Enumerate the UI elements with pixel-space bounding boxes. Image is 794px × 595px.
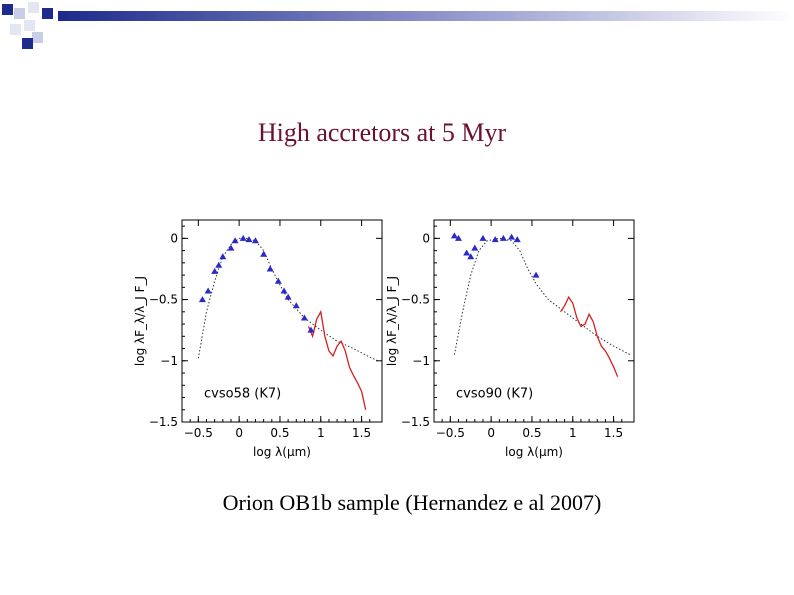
- photometry-point: [227, 244, 235, 251]
- photometry-point: [467, 253, 475, 260]
- photometry-point: [513, 236, 521, 243]
- photometry-point: [307, 326, 315, 333]
- deco-square: [14, 8, 25, 19]
- model-photosphere-line: [197, 237, 379, 362]
- photometry-point: [245, 236, 253, 243]
- y-tick-label: 0: [170, 231, 178, 245]
- x-tick-label: 0.5: [270, 426, 289, 440]
- x-tick-label: 0.5: [522, 426, 541, 440]
- y-tick-label: −1.5: [401, 415, 430, 429]
- y-tick-label: −1: [412, 354, 430, 368]
- deco-square: [28, 2, 39, 13]
- x-tick-label: 1.5: [604, 426, 623, 440]
- photometry-point: [508, 233, 516, 240]
- photometry-point: [499, 234, 507, 241]
- header-decoration: [2, 2, 794, 49]
- photometry-point: [211, 267, 219, 274]
- x-tick-label: 1.5: [352, 426, 371, 440]
- photometry-point: [292, 302, 300, 309]
- model-photosphere-line: [453, 237, 631, 356]
- header-bar: [58, 11, 794, 21]
- photometry-point: [266, 265, 274, 272]
- slide-title: High accretors at 5 Myr: [257, 118, 507, 147]
- deco-square: [24, 20, 35, 31]
- y-tick-label: −1.5: [149, 415, 178, 429]
- photometry-point: [274, 277, 282, 284]
- y-tick-label: 0: [422, 231, 430, 245]
- photometry-point: [491, 236, 499, 243]
- photometry-point: [284, 293, 292, 300]
- deco-square: [2, 4, 13, 15]
- sed-chart-cvso58: −0.5 0 0.5 1 1.5 0 −0.5 −1 −1.5 log λ(μm) log λF_λ…: [128, 212, 390, 464]
- x-tick-label: −0.5: [436, 426, 465, 440]
- deco-square: [10, 24, 21, 35]
- photometry-point: [231, 237, 239, 244]
- y-axis-label: log λF_λ/λ_J F_J: [385, 276, 399, 366]
- photometry-point: [198, 296, 206, 303]
- deco-square: [32, 32, 43, 43]
- x-tick-label: 0: [487, 426, 495, 440]
- photometry-point: [260, 250, 268, 257]
- photometry-point: [280, 287, 288, 294]
- deco-square: [42, 8, 53, 19]
- photometry-point: [239, 234, 247, 241]
- photometry-point: [450, 232, 458, 239]
- y-tick-label: −0.5: [149, 293, 178, 307]
- x-axis-label: log λ(μm): [253, 445, 311, 459]
- x-axis-label: log λ(μm): [505, 445, 563, 459]
- y-tick-label: −0.5: [401, 293, 430, 307]
- x-tick-label: 0: [235, 426, 243, 440]
- photometry-point: [471, 244, 479, 251]
- object-label: cvso90 (K7): [456, 387, 533, 402]
- photometry-point: [463, 249, 471, 256]
- plot-frame: [433, 219, 635, 423]
- photometry-point: [479, 234, 487, 241]
- photometry-point: [204, 287, 212, 294]
- sed-chart-cvso90: −0.5 0 0.5 1 1.5 0 −0.5 −1 −1.5 log λ(μm) log λF_λ…: [380, 212, 642, 464]
- plot-frame: [181, 219, 383, 423]
- photometry-point: [215, 261, 223, 268]
- photometry-point: [300, 314, 308, 321]
- irs-spectrum-line: [307, 309, 367, 410]
- x-tick-label: −0.5: [184, 426, 213, 440]
- object-label: cvso58 (K7): [204, 387, 281, 402]
- deco-square: [22, 38, 33, 49]
- photometry-point: [454, 234, 462, 241]
- photometry-point: [251, 237, 259, 244]
- y-tick-label: −1: [160, 354, 178, 368]
- irs-spectrum-line: [559, 295, 619, 377]
- slide-caption: Orion OB1b sample (Hernandez e al 2007): [222, 490, 602, 515]
- y-axis-label: log λF_λ/λ_J F_J: [133, 276, 147, 366]
- x-tick-label: 1: [317, 426, 325, 440]
- x-tick-label: 1: [569, 426, 577, 440]
- photometry-point: [219, 253, 227, 260]
- photometry-point: [532, 271, 540, 278]
